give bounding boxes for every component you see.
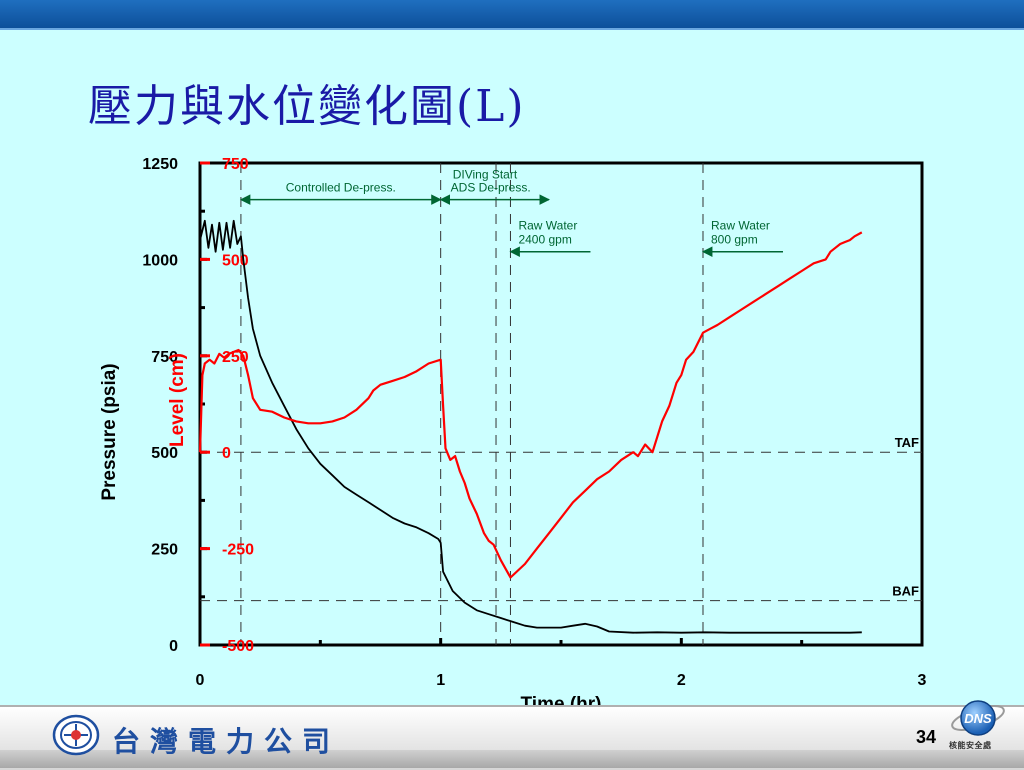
reference-line-label: BAF [892,584,919,599]
y-level-tick-label: 500 [222,252,249,269]
slide-title: 壓力與水位變化圖(L) [88,81,526,132]
y-left-tick-label: 750 [151,349,178,366]
x-tick-label: 2 [677,672,686,689]
dns-logo-text: DNS [964,711,992,726]
top-title-bar [0,0,1024,30]
dns-caption: 核能安全處 [949,741,992,750]
annotation-label: Raw Water [711,219,770,233]
annotation-label: Controlled De-press. [286,181,396,195]
level-series-line [198,231,863,579]
y-level-tick-label: 750 [222,156,249,173]
y-left-tick-label: 250 [151,542,178,559]
page-number: 34 [916,727,937,747]
y-level-tick-label: 0 [222,445,231,462]
annotation-label: 800 gpm [711,233,758,247]
y-left-tick-label: 0 [169,638,178,655]
y-left-tick-label: 500 [151,445,178,462]
y-left-tick-label: 1000 [142,252,178,269]
y-left-tick-label: 1250 [142,156,178,173]
reference-line-label: TAF [895,435,919,450]
taipower-logo-icon [52,714,100,756]
footer-stripe [0,750,1024,768]
y-left-axis-label: Pressure (psia) [99,363,120,500]
annotation-label: Raw Water [518,219,577,233]
y-level-axis-label: Level (cm) [167,353,188,447]
y-level-tick-label: -250 [222,542,254,559]
annotation-label: ADS De-press. [451,181,531,195]
pressure-series-line [199,219,862,634]
company-name: 台灣電力公司 [112,725,341,758]
x-tick-label: 3 [918,672,927,689]
dns-logo-icon: DNS [951,700,1005,736]
annotation-label: DIVing Start [453,167,518,181]
x-tick-label: 0 [196,672,205,689]
y-level-tick-label: -500 [222,638,254,655]
annotation-label: 2400 gpm [518,233,571,247]
x-tick-label: 1 [436,672,445,689]
